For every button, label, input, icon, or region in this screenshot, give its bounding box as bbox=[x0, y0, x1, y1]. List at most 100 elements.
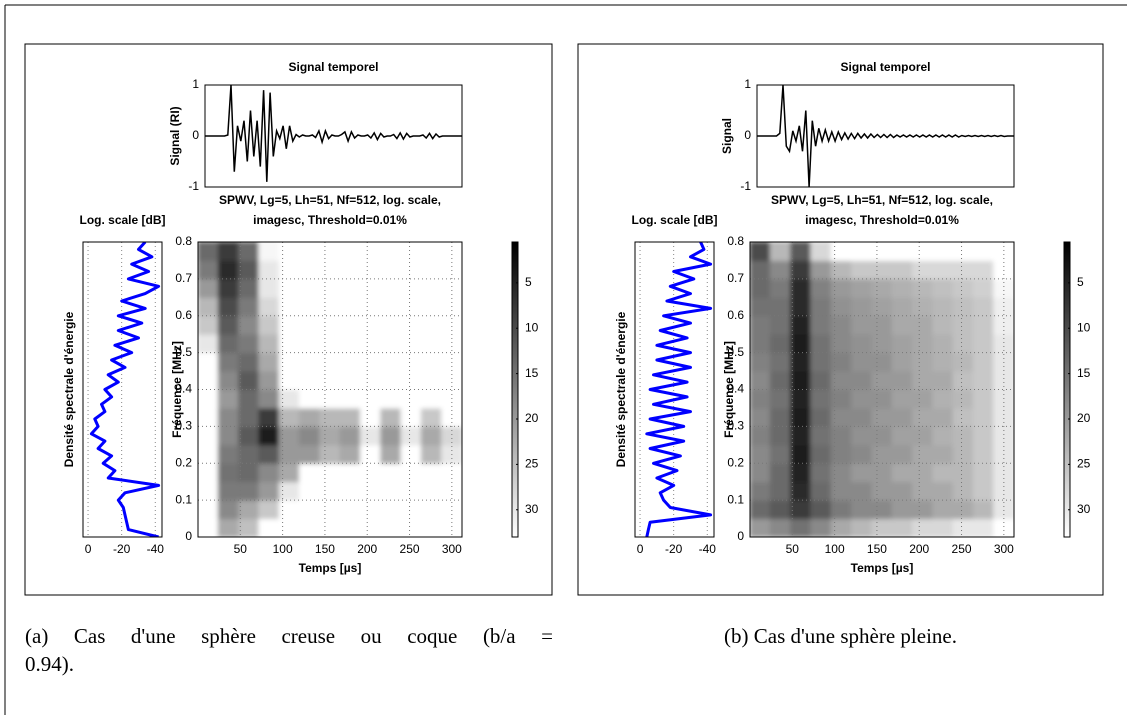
heatmap-cell bbox=[911, 444, 934, 464]
colorbar-tick-label: 30 bbox=[525, 502, 539, 516]
colorbar bbox=[511, 241, 519, 538]
heatmap-cell bbox=[769, 481, 792, 501]
heatmap-cell bbox=[238, 444, 260, 464]
axis-label: Densité spectrale d'énergie bbox=[62, 311, 76, 467]
heatmap-cell bbox=[891, 315, 913, 335]
y-tick-label: 0.1 bbox=[727, 492, 744, 506]
heatmap-cell bbox=[769, 352, 792, 372]
heatmap-cell bbox=[952, 444, 974, 464]
heatmap-cell bbox=[359, 242, 382, 261]
heatmap-cell bbox=[258, 518, 280, 537]
heatmap-cell bbox=[810, 462, 832, 483]
heatmap-cell bbox=[198, 499, 219, 520]
heatmap-cell bbox=[198, 462, 219, 483]
heatmap-cell bbox=[400, 278, 422, 298]
heatmap-cell bbox=[750, 259, 771, 280]
y-tick-label: -1 bbox=[740, 179, 751, 193]
heatmap-cell bbox=[911, 389, 934, 409]
heatmap-cell bbox=[238, 370, 260, 390]
heatmap-cell bbox=[420, 333, 443, 354]
y-tick-label: 0.6 bbox=[175, 308, 192, 322]
heatmap-cell bbox=[810, 242, 832, 261]
plot-frame bbox=[634, 241, 715, 538]
x-tick-label: 250 bbox=[400, 542, 420, 556]
heatmap-cell bbox=[420, 278, 443, 298]
x-tick-label: 200 bbox=[909, 542, 929, 556]
heatmap-cell bbox=[993, 333, 1014, 354]
heatmap-cell bbox=[871, 481, 893, 501]
heatmap-cell bbox=[952, 425, 974, 446]
heatmap-cell bbox=[932, 499, 954, 520]
x-tick-label: 100 bbox=[273, 542, 293, 556]
heatmap-cell bbox=[830, 296, 853, 317]
heatmap-cell bbox=[790, 333, 812, 354]
heatmap-cell bbox=[790, 481, 812, 501]
heatmap-cell bbox=[380, 499, 402, 520]
heatmap-cell bbox=[217, 462, 240, 483]
y-tick-label: 0.3 bbox=[175, 419, 192, 433]
heatmap-cell bbox=[810, 444, 832, 464]
heatmap-cell bbox=[400, 444, 422, 464]
heatmap-cell bbox=[932, 259, 954, 280]
heatmap-cell bbox=[380, 425, 402, 446]
heatmap-cell bbox=[319, 259, 341, 280]
axis-label: Densité spectrale d'énergie bbox=[614, 311, 628, 467]
heatmap-cell bbox=[790, 315, 812, 335]
heatmap-cell bbox=[441, 278, 462, 298]
heatmap-cell bbox=[871, 425, 893, 446]
x-tick-label: -20 bbox=[665, 542, 683, 556]
heatmap-cell bbox=[258, 278, 280, 298]
y-tick-label: 1 bbox=[744, 77, 751, 91]
heatmap-cell bbox=[420, 444, 443, 464]
heatmap-cell bbox=[911, 352, 934, 372]
heatmap-cell bbox=[359, 481, 382, 501]
heatmap-cell bbox=[871, 462, 893, 483]
heatmap-cell bbox=[359, 370, 382, 390]
heatmap-cell bbox=[198, 242, 219, 261]
heatmap-cell bbox=[810, 278, 832, 298]
y-tick-label: -1 bbox=[188, 179, 199, 193]
heatmap-cell bbox=[750, 315, 771, 335]
heatmap-cell bbox=[851, 242, 873, 261]
heatmap-cell bbox=[911, 425, 934, 446]
heatmap-cell bbox=[198, 407, 219, 427]
heatmap-cell bbox=[238, 407, 260, 427]
heatmap-cell bbox=[319, 352, 341, 372]
heatmap-cell bbox=[238, 315, 260, 335]
heatmap-cell bbox=[871, 296, 893, 317]
heatmap-cell bbox=[891, 296, 913, 317]
chart-title: SPWV, Lg=5, Lh=51, Nf=512, log. scale, bbox=[219, 193, 441, 207]
heatmap-cell bbox=[217, 278, 240, 298]
heatmap-cell bbox=[258, 389, 280, 409]
x-tick-label: 150 bbox=[867, 542, 887, 556]
heatmap-cell bbox=[810, 518, 832, 537]
caption-line: 0.94). bbox=[25, 652, 74, 676]
heatmap-cell bbox=[319, 333, 341, 354]
heatmap-cell bbox=[790, 425, 812, 446]
heatmap-cell bbox=[972, 352, 995, 372]
heatmap-cell bbox=[258, 425, 280, 446]
heatmap-cell bbox=[299, 462, 321, 483]
x-axis-label: Temps [µs] bbox=[851, 561, 914, 575]
heatmap-cell bbox=[217, 518, 240, 537]
heatmap-cell bbox=[750, 462, 771, 483]
heatmap-cell bbox=[972, 425, 995, 446]
heatmap-cell bbox=[359, 296, 382, 317]
heatmap-cell bbox=[891, 352, 913, 372]
signal-line bbox=[205, 84, 462, 182]
heatmap-cell bbox=[790, 518, 812, 537]
heatmap-cell bbox=[932, 333, 954, 354]
heatmap-cell bbox=[790, 407, 812, 427]
heatmap-cell bbox=[830, 352, 853, 372]
heatmap-cell bbox=[420, 389, 443, 409]
heatmap-cell bbox=[238, 333, 260, 354]
heatmap-cell bbox=[380, 278, 402, 298]
heatmap-cell bbox=[851, 296, 873, 317]
heatmap-cell bbox=[198, 352, 219, 372]
y-tick-label: 0.8 bbox=[175, 234, 192, 248]
heatmap-cell bbox=[851, 352, 873, 372]
heatmap-cell bbox=[441, 407, 462, 427]
chart-title: SPWV, Lg=5, Lh=51, Nf=512, log. scale, bbox=[771, 193, 993, 207]
heatmap-cell bbox=[932, 425, 954, 446]
heatmap-cell bbox=[790, 462, 812, 483]
